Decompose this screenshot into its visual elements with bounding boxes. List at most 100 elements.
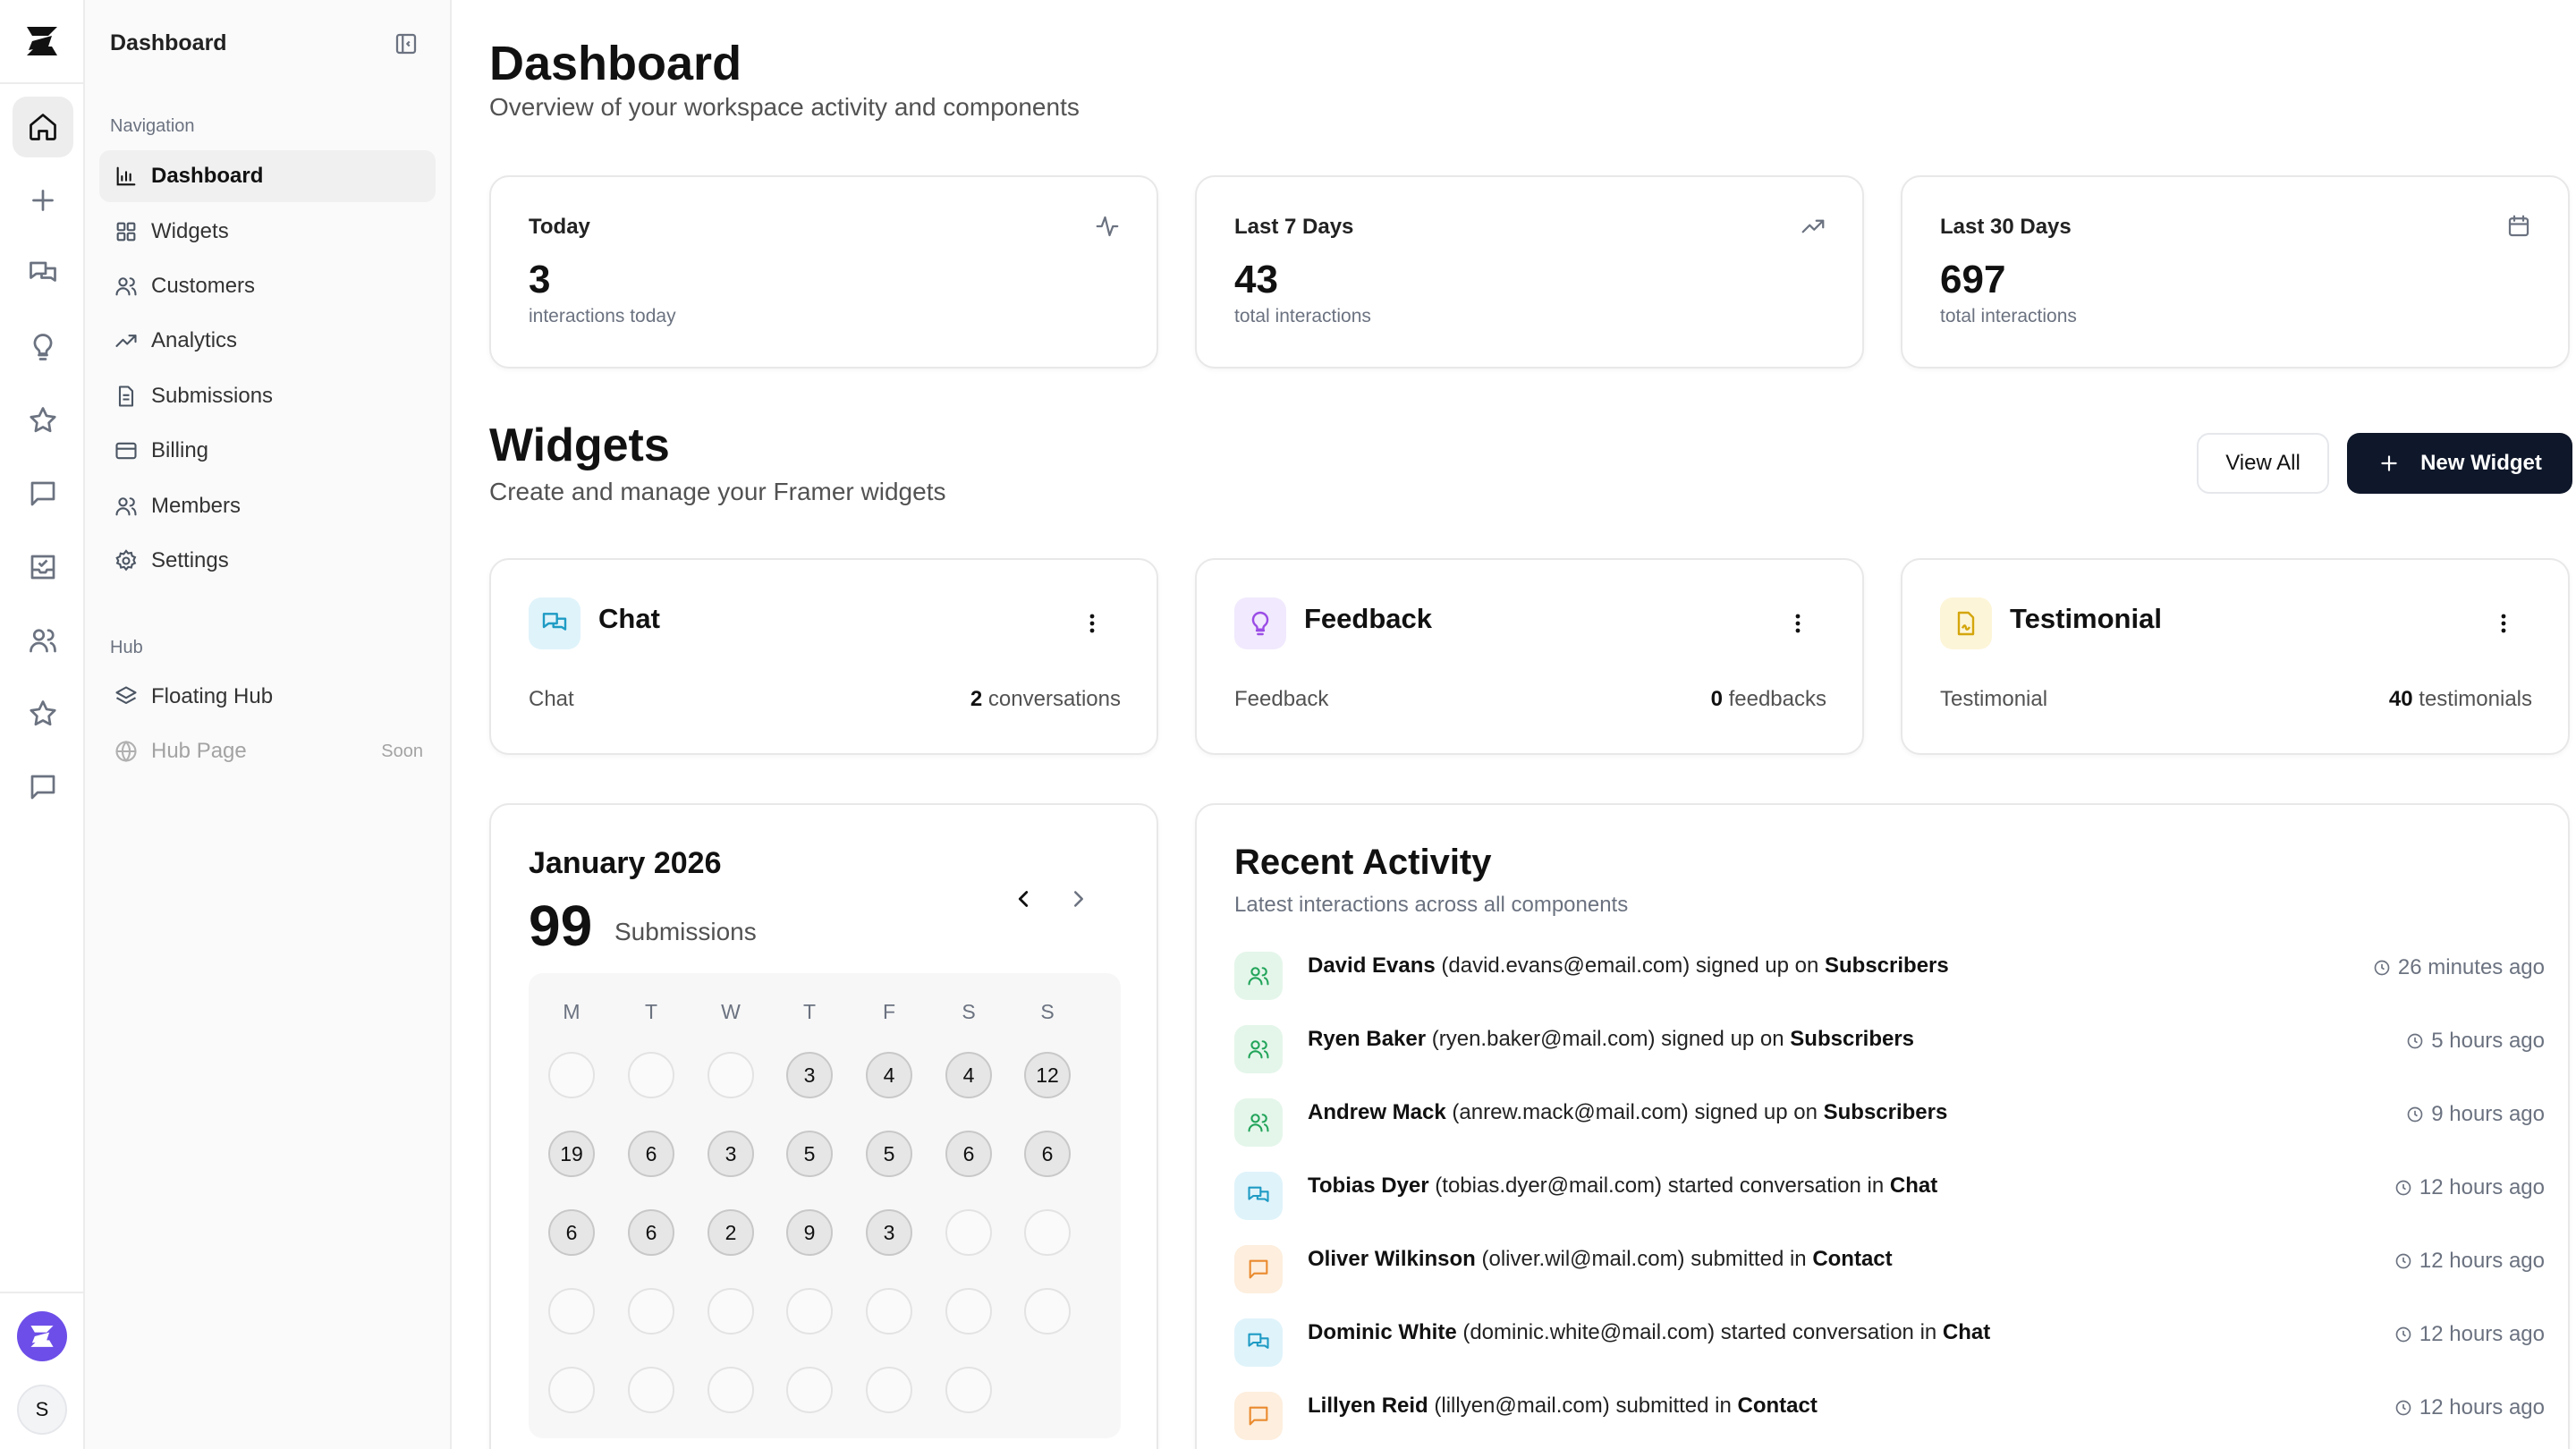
- user-avatar[interactable]: S: [17, 1385, 67, 1435]
- sidebar-item-submissions[interactable]: Submissions: [99, 370, 436, 422]
- clock-icon: [2395, 1180, 2411, 1196]
- calendar-day-empty[interactable]: [1024, 1209, 1071, 1256]
- rail-star-button[interactable]: [13, 683, 73, 744]
- widget-card-feedback[interactable]: Feedback Feedback 0 feedbacks: [1195, 558, 1864, 755]
- widget-icon: [1234, 597, 1286, 649]
- calendar-day[interactable]: 9: [786, 1209, 833, 1256]
- widget-card-testimonial[interactable]: Testimonial Testimonial 40 testimonials: [1901, 558, 2570, 755]
- recent-activity-card: Recent Activity Latest interactions acro…: [1195, 803, 2570, 1449]
- rail-users-button[interactable]: [13, 610, 73, 671]
- workspace-logo-icon[interactable]: [17, 1311, 67, 1361]
- sidebar-item-label: Analytics: [151, 328, 238, 352]
- layers-icon: [115, 686, 137, 705]
- calendar-day[interactable]: 6: [945, 1131, 992, 1177]
- sidebar-item-widgets[interactable]: Widgets: [99, 206, 436, 258]
- activity-item[interactable]: Tobias Dyer (tobias.dyer@mail.com) start…: [1234, 1170, 2545, 1224]
- calendar-day[interactable]: 12: [1024, 1052, 1071, 1098]
- calendar-day-empty[interactable]: [628, 1288, 674, 1335]
- sidebar-item-members[interactable]: Members: [99, 480, 436, 532]
- activity-action: signed up on: [1695, 953, 1819, 978]
- calendar-day[interactable]: 6: [628, 1131, 674, 1177]
- rail-chat-button[interactable]: [13, 243, 73, 304]
- calendar-day[interactable]: 3: [866, 1209, 912, 1256]
- sidebar-item-label: Members: [151, 494, 242, 518]
- calendar-day-empty[interactable]: [548, 1367, 595, 1413]
- widgets-title: Widgets: [489, 419, 670, 471]
- chevron-right-icon[interactable]: [1065, 886, 1092, 912]
- calendar-day[interactable]: 19: [548, 1131, 595, 1177]
- calendar-day-empty[interactable]: [866, 1288, 912, 1335]
- rail-message-button[interactable]: [13, 463, 73, 524]
- clock-icon: [2395, 1253, 2411, 1269]
- more-vertical-icon[interactable]: [1787, 610, 1809, 637]
- calendar-day-empty[interactable]: [945, 1288, 992, 1335]
- sidebar-item-label: Dashboard: [151, 164, 264, 188]
- stat-card-7-days: Last 7 Days 43 total interactions: [1195, 175, 1864, 369]
- activity-item[interactable]: David Evans (david.evans@email.com) sign…: [1234, 950, 2545, 1004]
- activity-time-label: 26 minutes ago: [2397, 955, 2545, 979]
- sidebar-item-floating-hub[interactable]: Floating Hub: [99, 671, 436, 723]
- rail-add-button[interactable]: [13, 170, 73, 231]
- calendar-day[interactable]: 4: [945, 1052, 992, 1098]
- calendar-card: January 2026 99 Submissions M T W T F S S 3 4 4 12…: [489, 803, 1158, 1449]
- rail-inbox-button[interactable]: [13, 537, 73, 597]
- users-icon: [115, 277, 137, 296]
- message-square-icon: [30, 775, 55, 800]
- calendar-day[interactable]: 4: [866, 1052, 912, 1098]
- rail-testimonial-button[interactable]: [13, 390, 73, 451]
- calendar-day-empty[interactable]: [786, 1367, 833, 1413]
- sidebar-item-dashboard[interactable]: Dashboard: [99, 150, 436, 202]
- calendar-day[interactable]: 5: [786, 1131, 833, 1177]
- sidebar-item-customers[interactable]: Customers: [99, 260, 436, 312]
- activity-item[interactable]: Lillyen Reid (lillyen@mail.com) submitte…: [1234, 1390, 2545, 1444]
- calendar-day[interactable]: 6: [628, 1209, 674, 1256]
- sidebar-item-billing[interactable]: Billing: [99, 425, 436, 477]
- view-all-button[interactable]: View All: [2197, 433, 2329, 494]
- calendar-day-empty[interactable]: [945, 1209, 992, 1256]
- calendar-day[interactable]: 3: [708, 1131, 754, 1177]
- activity-text: David Evans (david.evans@email.com) sign…: [1308, 953, 1949, 979]
- calendar-day-empty[interactable]: [708, 1367, 754, 1413]
- calendar-day[interactable]: 5: [866, 1131, 912, 1177]
- rail-message-button-2[interactable]: [13, 757, 73, 818]
- activity-time-label: 12 hours ago: [2419, 1175, 2545, 1199]
- calendar-day-empty[interactable]: [1024, 1288, 1071, 1335]
- calendar-day-empty[interactable]: [708, 1052, 754, 1098]
- icon-rail: S: [0, 0, 85, 1449]
- sidebar-item-settings[interactable]: Settings: [99, 535, 436, 587]
- sidebar-item-label: Settings: [151, 548, 229, 572]
- widget-card-chat[interactable]: Chat Chat 2 conversations: [489, 558, 1158, 755]
- calendar-day[interactable]: 3: [786, 1052, 833, 1098]
- calendar-day-empty[interactable]: [548, 1288, 595, 1335]
- calendar-day-empty[interactable]: [945, 1367, 992, 1413]
- calendar-day[interactable]: 2: [708, 1209, 754, 1256]
- activity-item[interactable]: Andrew Mack (anrew.mack@mail.com) signed…: [1234, 1097, 2545, 1150]
- chevron-left-icon[interactable]: [1010, 886, 1037, 912]
- activity-text: Tobias Dyer (tobias.dyer@mail.com) start…: [1308, 1174, 1937, 1199]
- activity-item[interactable]: Oliver Wilkinson (oliver.wil@mail.com) s…: [1234, 1243, 2545, 1297]
- activity-item[interactable]: Dominic White (dominic.white@mail.com) s…: [1234, 1317, 2545, 1370]
- trending-up-icon: [115, 335, 137, 347]
- calendar-day-empty[interactable]: [548, 1052, 595, 1098]
- calendar-day-empty[interactable]: [866, 1367, 912, 1413]
- activity-item[interactable]: Ryen Baker (ryen.baker@mail.com) signed …: [1234, 1023, 2545, 1077]
- calendar-day-empty[interactable]: [628, 1367, 674, 1413]
- widget-name: Testimonial: [2010, 603, 2162, 634]
- app-logo-icon[interactable]: [21, 23, 63, 59]
- calendar-day-empty[interactable]: [708, 1288, 754, 1335]
- more-vertical-icon[interactable]: [1081, 610, 1103, 637]
- new-widget-button[interactable]: New Widget: [2347, 433, 2572, 494]
- more-vertical-icon[interactable]: [2493, 610, 2514, 637]
- widgets-subtitle: Create and manage your Framer widgets: [489, 478, 946, 505]
- rail-feedback-button[interactable]: [13, 317, 73, 377]
- collapse-sidebar-icon[interactable]: [393, 30, 419, 57]
- sidebar-item-analytics[interactable]: Analytics: [99, 315, 436, 367]
- users-icon: [1248, 1114, 1269, 1132]
- rail-home-button[interactable]: [13, 97, 73, 157]
- calendar-day[interactable]: 6: [1024, 1131, 1071, 1177]
- calendar-day-empty[interactable]: [628, 1052, 674, 1098]
- lightbulb-icon: [1251, 611, 1269, 636]
- page-title: Dashboard: [489, 37, 742, 90]
- calendar-day[interactable]: 6: [548, 1209, 595, 1256]
- calendar-day-empty[interactable]: [786, 1288, 833, 1335]
